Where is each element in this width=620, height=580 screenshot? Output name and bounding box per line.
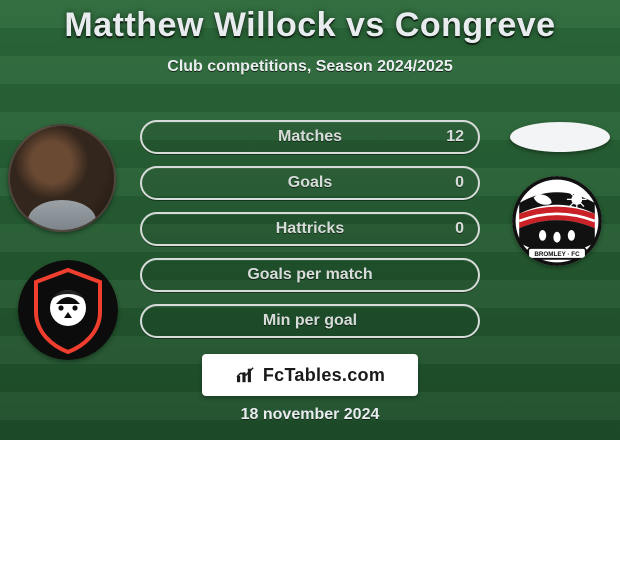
stat-value-right: 0 (455, 214, 464, 244)
stat-value-right: 12 (446, 122, 464, 152)
chart-icon (235, 366, 257, 384)
player-right-avatar-placeholder (510, 122, 610, 152)
stat-value-right: 0 (455, 168, 464, 198)
page-title: Matthew Willock vs Congreve (0, 6, 620, 45)
stat-label: Goals (142, 168, 478, 198)
comparison-card: Matthew Willock vs Congreve Club competi… (0, 0, 620, 440)
subtitle: Club competitions, Season 2024/2025 (0, 58, 620, 76)
stat-label: Hattricks (142, 214, 478, 244)
stat-row-matches: Matches 12 (140, 120, 480, 154)
stat-row-min-per-goal: Min per goal (140, 304, 480, 338)
date-line: 18 november 2024 (0, 406, 620, 424)
svg-text:BROMLEY · FC: BROMLEY · FC (534, 251, 580, 258)
fctables-badge[interactable]: FcTables.com (202, 354, 418, 396)
fctables-label: FcTables.com (263, 365, 385, 386)
stat-label: Min per goal (142, 306, 478, 336)
club-left-badge (18, 260, 118, 360)
stat-row-goals-per-match: Goals per match (140, 258, 480, 292)
stat-row-goals: Goals 0 (140, 166, 480, 200)
stat-row-hattricks: Hattricks 0 (140, 212, 480, 246)
stat-label: Matches (142, 122, 478, 152)
player-left-avatar (8, 124, 116, 232)
stat-label: Goals per match (142, 260, 478, 290)
club-right-badge: BROMLEY · FC (512, 176, 602, 266)
